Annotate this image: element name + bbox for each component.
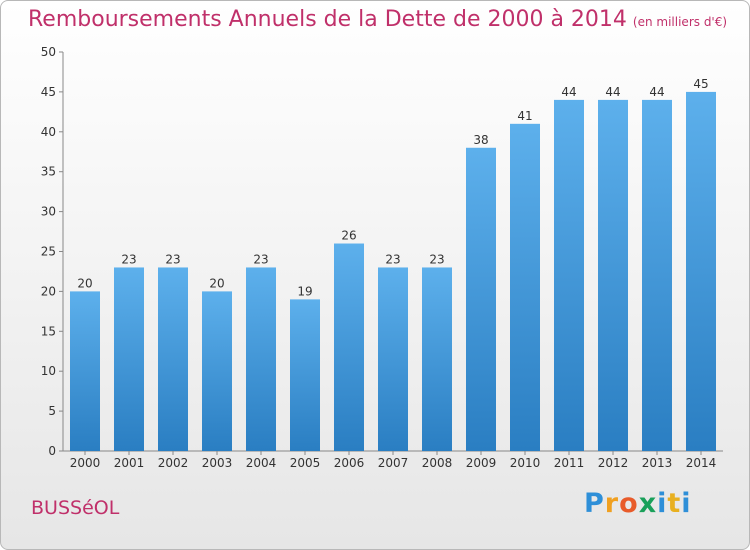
x-tick-label: 2010: [510, 456, 541, 470]
bar: [466, 147, 496, 451]
logo-letter: o: [619, 488, 639, 519]
bar: [554, 99, 584, 451]
x-tick-label: 2014: [686, 456, 717, 470]
logo-letter: t: [667, 488, 682, 519]
chart-labels: 20 2000 23 2001 23 2002 20 2003 23 2004 19 2005 26 20…: [70, 77, 717, 470]
x-tick-label: 2009: [466, 456, 497, 470]
y-tick-label: 0: [48, 444, 56, 458]
bar-value-label: 23: [385, 252, 400, 266]
bar: [598, 99, 628, 451]
bar-value-label: 26: [341, 229, 356, 243]
y-tick-label: 45: [41, 85, 56, 99]
x-tick-label: 2000: [70, 456, 101, 470]
bar-value-label: 23: [253, 252, 268, 266]
bar: [510, 123, 540, 451]
bar-value-label: 45: [693, 77, 708, 91]
bar: [158, 267, 188, 451]
bar-value-label: 38: [473, 133, 488, 147]
x-tick-label: 2003: [202, 456, 233, 470]
bar: [290, 299, 320, 451]
logo-letter: i: [681, 488, 692, 519]
x-tick-label: 2008: [422, 456, 453, 470]
logo-letter: x: [638, 488, 658, 519]
bar-value-label: 20: [77, 276, 92, 290]
chart-subtitle: (en milliers d'€): [632, 15, 728, 29]
bar-value-label: 44: [649, 85, 664, 99]
bar-value-label: 23: [429, 252, 444, 266]
x-tick-label: 2004: [246, 456, 277, 470]
bar: [114, 267, 144, 451]
chart-axes: 0 5 10 15 20 25 30 35 40 45 50: [41, 45, 723, 458]
bar-value-label: 19: [297, 284, 312, 298]
y-tick-label: 50: [41, 45, 56, 59]
bar: [378, 267, 408, 451]
bar-value-label: 20: [209, 276, 224, 290]
proxiti-logo: Proxiti: [584, 488, 692, 519]
x-tick-label: 2013: [642, 456, 673, 470]
bar: [334, 243, 364, 451]
chart-bars: [70, 91, 716, 452]
bar: [422, 267, 452, 451]
logo-letter: r: [604, 488, 620, 519]
x-tick-label: 2011: [554, 456, 585, 470]
y-tick-label: 15: [41, 324, 56, 338]
bar: [246, 267, 276, 451]
commune-name: BUSSéOL: [31, 497, 120, 519]
y-tick-label: 40: [41, 125, 56, 139]
chart-title: Remboursements Annuels de la Dette de 20…: [28, 7, 727, 32]
logo-letter: i: [657, 488, 668, 519]
x-tick-label: 2002: [158, 456, 189, 470]
y-tick-label: 25: [41, 245, 56, 259]
y-tick-label: 10: [41, 364, 56, 378]
y-tick-label: 5: [48, 404, 56, 418]
x-tick-label: 2006: [334, 456, 365, 470]
bar-value-label: 44: [561, 85, 576, 99]
logo-letter: P: [584, 488, 605, 519]
x-tick-label: 2012: [598, 456, 629, 470]
bar-value-label: 23: [121, 252, 136, 266]
x-tick-label: 2005: [290, 456, 321, 470]
y-tick-label: 20: [41, 284, 56, 298]
bar-value-label: 41: [517, 109, 532, 123]
y-tick-label: 35: [41, 165, 56, 179]
x-tick-label: 2001: [114, 456, 145, 470]
chart-title-text: Remboursements Annuels de la Dette de 20…: [28, 7, 627, 32]
bar: [70, 291, 100, 451]
y-tick-label: 30: [41, 205, 56, 219]
bar: [642, 99, 672, 451]
bar-value-label: 44: [605, 85, 620, 99]
bar-value-label: 23: [165, 252, 180, 266]
bar: [202, 291, 232, 451]
x-tick-label: 2007: [378, 456, 409, 470]
bar: [686, 91, 716, 452]
